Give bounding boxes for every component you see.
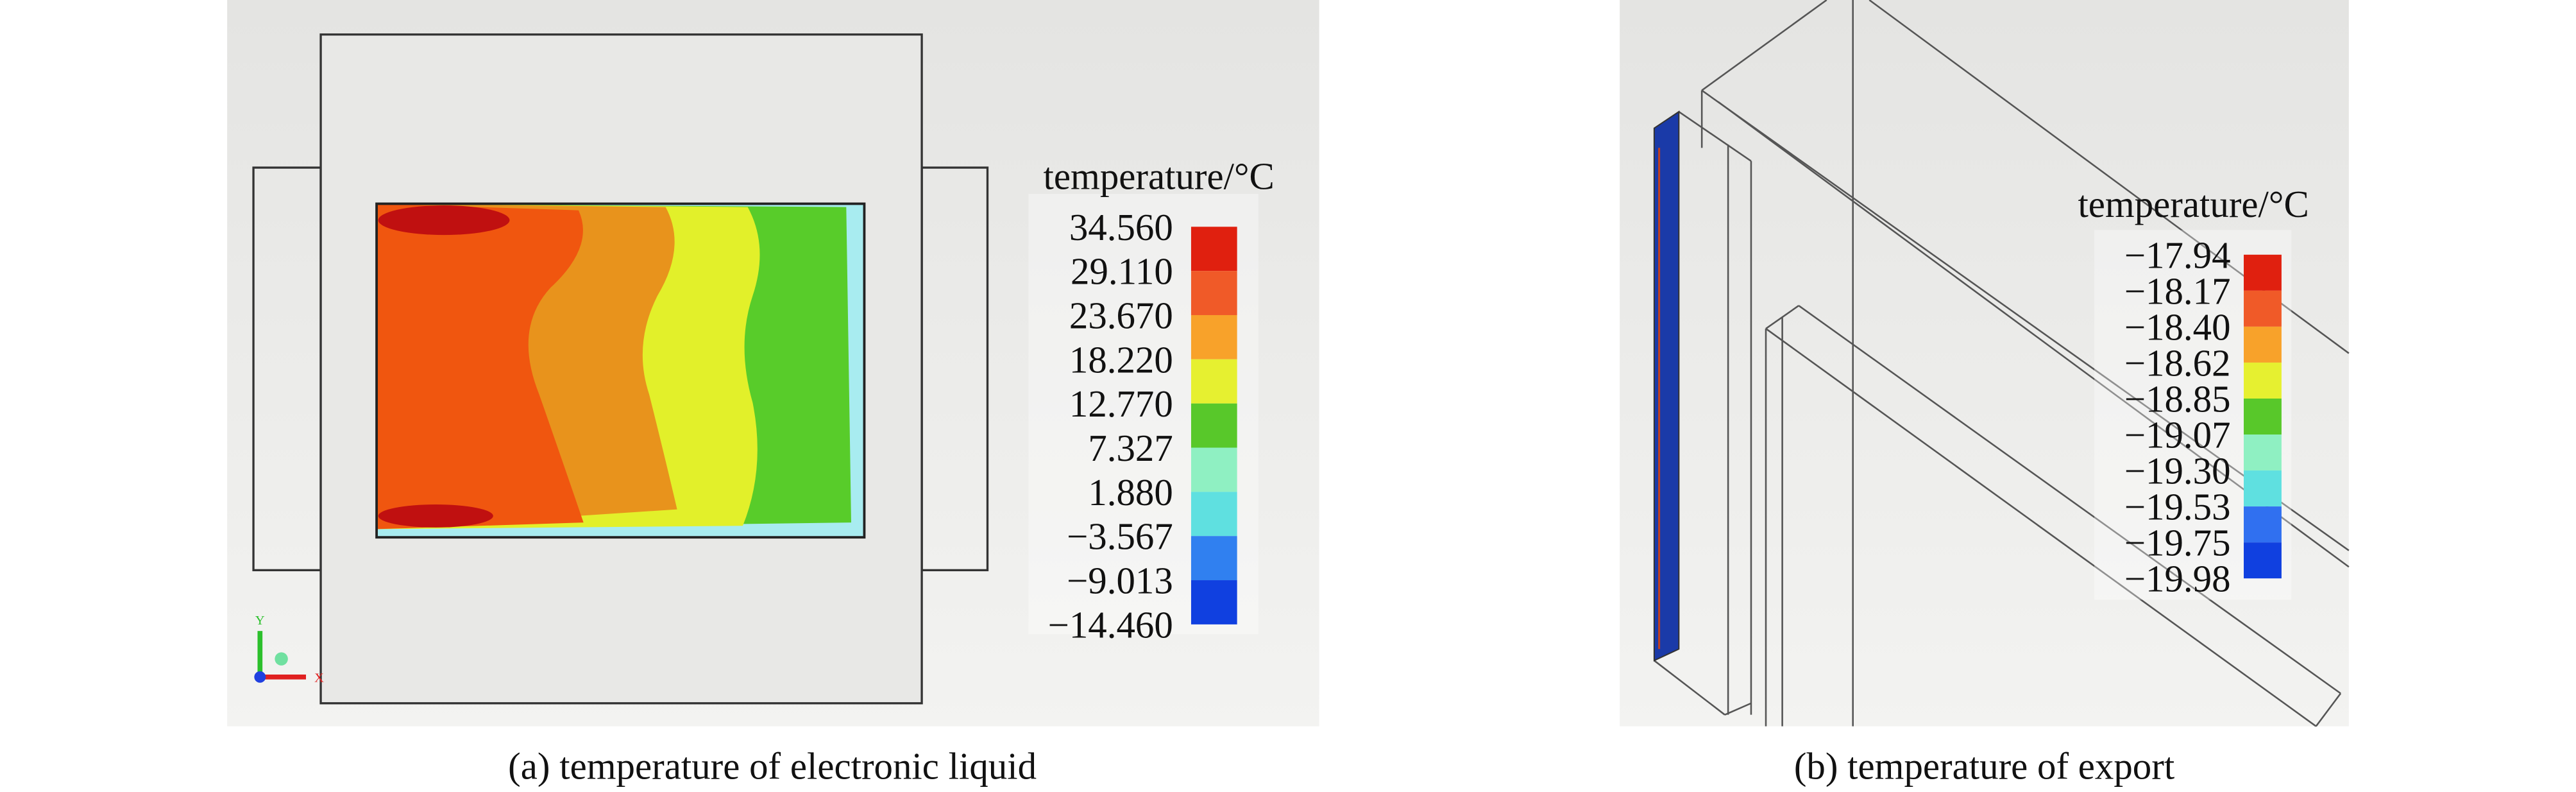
legend-label: −18.40 [2124,306,2231,348]
legend-swatch [2244,506,2282,543]
legend-label: 29.110 [1071,251,1173,293]
legend-swatch [1191,403,1237,448]
axis-label: X [314,671,324,685]
legend-label: −17.94 [2124,234,2231,276]
legend-swatch [2244,398,2282,435]
legend-swatch [1191,359,1237,404]
origin-ball [275,652,288,666]
legend-swatch [1191,580,1237,624]
legend-label: 1.880 [1088,472,1173,513]
contour-field [375,202,866,539]
outlet-slab [1653,110,1680,662]
legend-swatch [2244,470,2282,507]
legend-label: −19.75 [2124,522,2231,564]
legend-swatch [1191,536,1237,581]
legend-label: −3.567 [1067,516,1173,558]
legend-label: −19.07 [2124,415,2231,456]
legend-swatch [1191,271,1237,315]
contour-frame [375,202,866,539]
legend-swatch [1191,447,1237,492]
legend-swatch [2244,290,2282,327]
legend-label: −18.17 [2124,270,2231,312]
legend-swatch [1191,314,1237,359]
wireframe [1654,0,2350,727]
legend-label: −19.53 [2124,486,2231,528]
legend-label: −9.013 [1067,560,1173,602]
legend-swatch [1191,492,1237,537]
legend-label: 18.220 [1069,339,1173,381]
contour-hotspot [378,205,510,236]
legend-label: 7.327 [1088,427,1173,469]
legend-label: 12.770 [1069,383,1173,425]
legend: temperature/°C 34.56029.11023.67018.2201… [1028,155,1275,646]
legend: temperature/°C −17.94−18.17−18.40−18.62−… [2078,184,2309,600]
panel-b: temperature/°C −17.94−18.17−18.40−18.62−… [1620,0,2350,727]
caption: (b) temperature of export [1794,746,2175,788]
legend-label: −19.98 [2124,558,2231,600]
legend-swatch [2244,254,2282,291]
caption: (a) temperature of electronic liquid [508,746,1037,788]
legend-label: −14.460 [1048,604,1173,646]
legend-swatch [2244,435,2282,471]
legend-swatch [1191,227,1237,271]
legend-label: 23.670 [1069,295,1173,336]
legend-label: −19.30 [2124,451,2231,492]
legend-swatch [2244,362,2282,399]
legend-swatch [2244,542,2282,579]
contour-hotspot [378,504,493,528]
legend-title: temperature/°C [1044,155,1275,197]
legend-label: −18.62 [2124,342,2231,384]
contour-band [377,203,584,529]
axis-label: Y [255,614,265,628]
axis-triad: Y X [254,614,324,685]
legend-title: temperature/°C [2078,184,2309,225]
legend-label: 34.560 [1069,207,1173,248]
origin [254,671,266,683]
panel-background [1620,0,2349,727]
legend-label: −18.85 [2124,378,2231,420]
panel-a: Y X temperature/°C 34.56029.11023.67018.… [227,0,1319,727]
legend-swatch [2244,326,2282,363]
